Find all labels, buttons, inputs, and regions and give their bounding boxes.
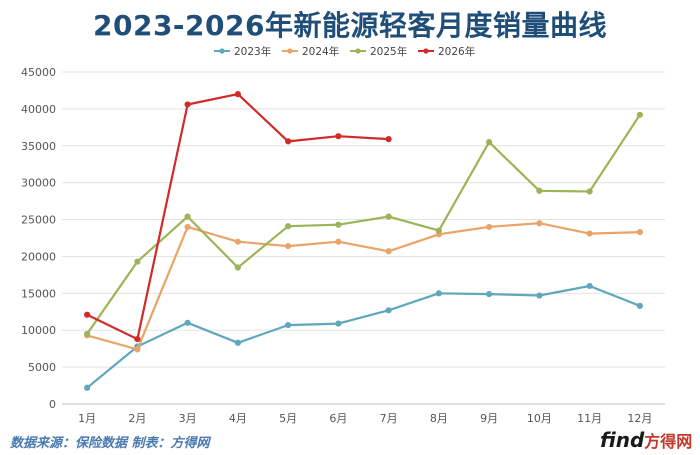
axes: 0 5000 10000 15000 20000 25000 30000 35000 40000… bbox=[21, 66, 652, 425]
data-point bbox=[536, 187, 543, 194]
x-tick-label: 7月 bbox=[380, 412, 398, 425]
data-point bbox=[536, 220, 543, 227]
data-point bbox=[285, 321, 292, 329]
data-point bbox=[335, 238, 342, 245]
series-line bbox=[86, 222, 640, 351]
watermark-logo: find方得网 bbox=[600, 428, 692, 452]
data-point bbox=[636, 228, 643, 236]
source-note: 数据来源：保险数据 制表：方得网 bbox=[10, 436, 210, 451]
data-point bbox=[84, 384, 91, 391]
data-point bbox=[134, 346, 141, 353]
data-point bbox=[184, 223, 191, 231]
data-point bbox=[586, 230, 593, 237]
series-lines bbox=[84, 91, 643, 391]
data-point bbox=[335, 320, 342, 327]
data-point bbox=[586, 188, 593, 195]
data-point bbox=[435, 290, 442, 297]
legend: 2023年 2024年 2025年 2026年 bbox=[214, 45, 475, 58]
series-3 bbox=[84, 91, 392, 343]
x-tick-label: 11月 bbox=[577, 412, 602, 425]
legend-label: 2023年 bbox=[234, 45, 271, 58]
x-tick-label: 6月 bbox=[329, 412, 347, 425]
data-point bbox=[636, 302, 643, 309]
data-point bbox=[134, 258, 141, 265]
data-point bbox=[335, 221, 342, 228]
data-point bbox=[285, 223, 292, 230]
y-tick-label: 25000 bbox=[21, 214, 56, 227]
legend-swatch-marker bbox=[287, 48, 293, 54]
data-point bbox=[285, 138, 292, 145]
x-tick-label: 5月 bbox=[279, 412, 297, 425]
x-tick-label: 1月 bbox=[78, 412, 96, 425]
data-point bbox=[385, 213, 392, 220]
y-tick-label: 5000 bbox=[28, 361, 56, 374]
legend-item: 2024年 bbox=[282, 45, 339, 58]
series-0 bbox=[84, 282, 643, 391]
data-point bbox=[486, 138, 493, 146]
x-tick-label: 12月 bbox=[627, 412, 652, 425]
data-point bbox=[385, 248, 392, 255]
y-tick-label: 35000 bbox=[21, 140, 56, 153]
legend-label: 2024年 bbox=[302, 45, 339, 58]
data-point bbox=[486, 290, 493, 298]
y-tick-label: 40000 bbox=[21, 103, 56, 116]
data-point bbox=[184, 101, 191, 108]
data-point bbox=[385, 136, 392, 143]
data-point bbox=[184, 319, 191, 326]
data-point bbox=[636, 111, 643, 118]
y-tick-label: 10000 bbox=[21, 324, 56, 337]
y-tick-label: 20000 bbox=[21, 250, 56, 263]
watermark-find: find bbox=[600, 428, 645, 452]
x-tick-label: 10月 bbox=[527, 412, 552, 425]
x-tick-label: 4月 bbox=[229, 412, 247, 425]
series-2 bbox=[84, 111, 643, 338]
data-point bbox=[435, 227, 442, 234]
gridlines bbox=[62, 71, 665, 405]
legend-item: 2023年 bbox=[214, 45, 271, 58]
series-line bbox=[86, 114, 641, 335]
legend-item: 2025年 bbox=[350, 45, 407, 58]
data-point bbox=[234, 238, 241, 245]
data-point bbox=[234, 264, 241, 271]
data-point bbox=[335, 133, 342, 140]
data-point bbox=[234, 91, 241, 98]
x-tick-label: 3月 bbox=[179, 412, 197, 425]
data-point bbox=[486, 223, 493, 231]
data-point bbox=[134, 335, 141, 343]
watermark-name: 方得网 bbox=[644, 432, 693, 451]
legend-item: 2026年 bbox=[418, 45, 475, 58]
legend-swatch-marker bbox=[219, 48, 225, 54]
y-tick-label: 45000 bbox=[21, 66, 56, 79]
data-point bbox=[285, 243, 292, 250]
chart-title: 2023-2026年新能源轻客月度销量曲线 bbox=[93, 9, 607, 42]
series-line bbox=[86, 284, 641, 389]
data-point bbox=[84, 330, 91, 338]
x-tick-label: 9月 bbox=[480, 412, 498, 425]
legend-swatch-marker bbox=[423, 48, 429, 54]
legend-label: 2025年 bbox=[370, 45, 407, 58]
data-point bbox=[234, 339, 241, 346]
y-tick-label: 30000 bbox=[21, 177, 56, 190]
legend-swatch-marker bbox=[355, 48, 361, 54]
x-tick-label: 8月 bbox=[430, 412, 448, 425]
y-tick-label: 15000 bbox=[21, 287, 56, 300]
x-tick-label: 2月 bbox=[128, 412, 146, 425]
data-point bbox=[536, 292, 543, 299]
data-point bbox=[184, 213, 191, 220]
data-point bbox=[84, 311, 91, 318]
data-point bbox=[586, 282, 593, 290]
y-tick-label: 0 bbox=[49, 398, 56, 411]
series-line bbox=[86, 92, 389, 341]
data-point bbox=[385, 307, 392, 314]
legend-label: 2026年 bbox=[438, 45, 475, 58]
